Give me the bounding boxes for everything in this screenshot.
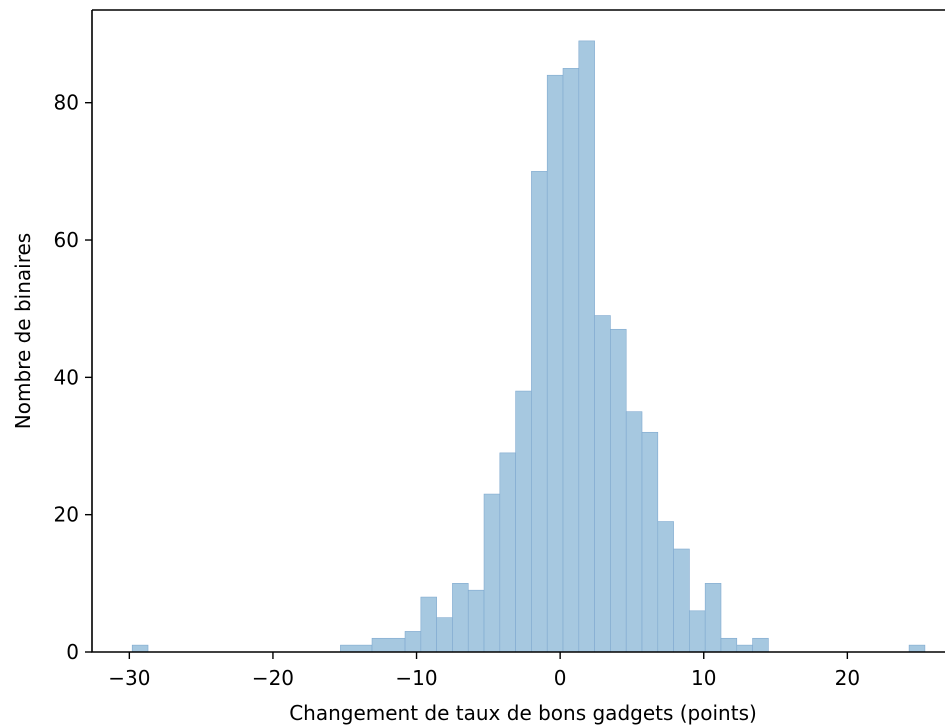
histogram-bar bbox=[467, 589, 485, 653]
histogram-bar bbox=[657, 521, 674, 653]
x-tick-label: 0 bbox=[554, 666, 567, 690]
histogram-bar bbox=[578, 40, 595, 653]
x-tick-label: −10 bbox=[395, 666, 437, 690]
histogram-bar bbox=[452, 583, 469, 653]
y-tick-label: 80 bbox=[54, 91, 79, 115]
histogram-bar bbox=[720, 637, 738, 653]
y-axis-label: Nombre de binaires bbox=[11, 233, 35, 429]
histogram-bar bbox=[689, 610, 706, 653]
histogram-bar bbox=[404, 631, 422, 653]
y-tick-label: 60 bbox=[54, 228, 79, 252]
x-tick-label: 20 bbox=[835, 666, 860, 690]
histogram-bar bbox=[704, 583, 722, 653]
x-tick-label: −30 bbox=[108, 666, 150, 690]
y-tick-label: 0 bbox=[66, 640, 79, 664]
histogram-bar bbox=[531, 171, 548, 653]
x-tick-label: 10 bbox=[691, 666, 716, 690]
histogram-bar bbox=[499, 452, 516, 653]
histogram-bar bbox=[131, 644, 149, 653]
y-tick-label: 20 bbox=[54, 503, 79, 527]
histogram-bar bbox=[420, 596, 437, 653]
x-tick-label: −20 bbox=[252, 666, 294, 690]
histogram-bar bbox=[483, 493, 501, 653]
histogram-bar bbox=[371, 637, 406, 653]
histogram-bar bbox=[752, 637, 769, 653]
x-axis-label: Changement de taux de bons gadgets (poin… bbox=[289, 701, 757, 725]
histogram-bar bbox=[625, 411, 643, 653]
bars-group bbox=[131, 40, 926, 653]
histogram-bar bbox=[515, 390, 532, 653]
x-axis-ticks: −30 −20 −10 0 10 20 bbox=[108, 652, 860, 690]
y-tick-label: 40 bbox=[54, 365, 79, 389]
y-axis-ticks: 0 20 40 60 80 bbox=[54, 91, 92, 664]
histogram-bar bbox=[436, 617, 453, 653]
histogram-bar bbox=[340, 644, 373, 653]
axes-frame bbox=[91, 9, 945, 653]
histogram-bar bbox=[562, 68, 580, 653]
histogram-bar bbox=[641, 431, 659, 653]
histogram-bar bbox=[546, 74, 564, 653]
histogram-bar bbox=[908, 644, 926, 653]
histogram-bar bbox=[736, 644, 753, 653]
histogram-bar bbox=[594, 315, 611, 653]
histogram-bar bbox=[673, 548, 690, 653]
histogram-bar bbox=[610, 328, 627, 653]
